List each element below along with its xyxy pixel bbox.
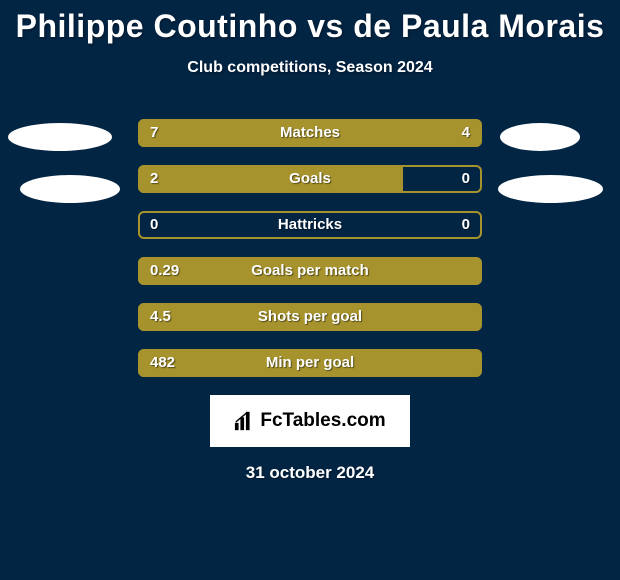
date-label: 31 october 2024 (0, 463, 620, 483)
logo-box: FcTables.com (210, 395, 410, 447)
stat-row: 0 Hattricks 0 (138, 211, 482, 239)
stat-value-left: 7 (150, 119, 158, 147)
stat-value-right: 0 (462, 165, 470, 193)
stat-value-left: 4.5 (150, 303, 171, 331)
page-subtitle: Club competitions, Season 2024 (0, 59, 620, 77)
stat-row: 7 Matches 4 (138, 119, 482, 147)
decorative-ellipse (498, 175, 603, 203)
page-title: Philippe Coutinho vs de Paula Morais (0, 0, 620, 45)
stat-label: Goals (289, 165, 331, 193)
stat-row: 482 Min per goal (138, 349, 482, 377)
logo: FcTables.com (234, 410, 385, 432)
bar-chart-icon (234, 411, 256, 431)
stat-label: Matches (280, 119, 340, 147)
stat-row: 0.29 Goals per match (138, 257, 482, 285)
stat-row: 2 Goals 0 (138, 165, 482, 193)
decorative-ellipse (8, 123, 112, 151)
stat-value-left: 2 (150, 165, 158, 193)
decorative-ellipse (500, 123, 580, 151)
stat-label: Goals per match (251, 257, 369, 285)
logo-text: FcTables.com (260, 410, 385, 432)
bar-fill-left (138, 165, 403, 193)
stat-row: 4.5 Shots per goal (138, 303, 482, 331)
stat-value-left: 0 (150, 211, 158, 239)
decorative-ellipse (20, 175, 120, 203)
stat-value-left: 482 (150, 349, 175, 377)
stat-label: Hattricks (278, 211, 342, 239)
comparison-chart: 7 Matches 4 2 Goals 0 0 Hattricks 0 0.29 Goals per… (0, 119, 620, 377)
stat-value-right: 0 (462, 211, 470, 239)
stat-label: Shots per goal (258, 303, 362, 331)
stat-value-left: 0.29 (150, 257, 179, 285)
stat-label: Min per goal (266, 349, 354, 377)
stat-value-right: 4 (462, 119, 470, 147)
